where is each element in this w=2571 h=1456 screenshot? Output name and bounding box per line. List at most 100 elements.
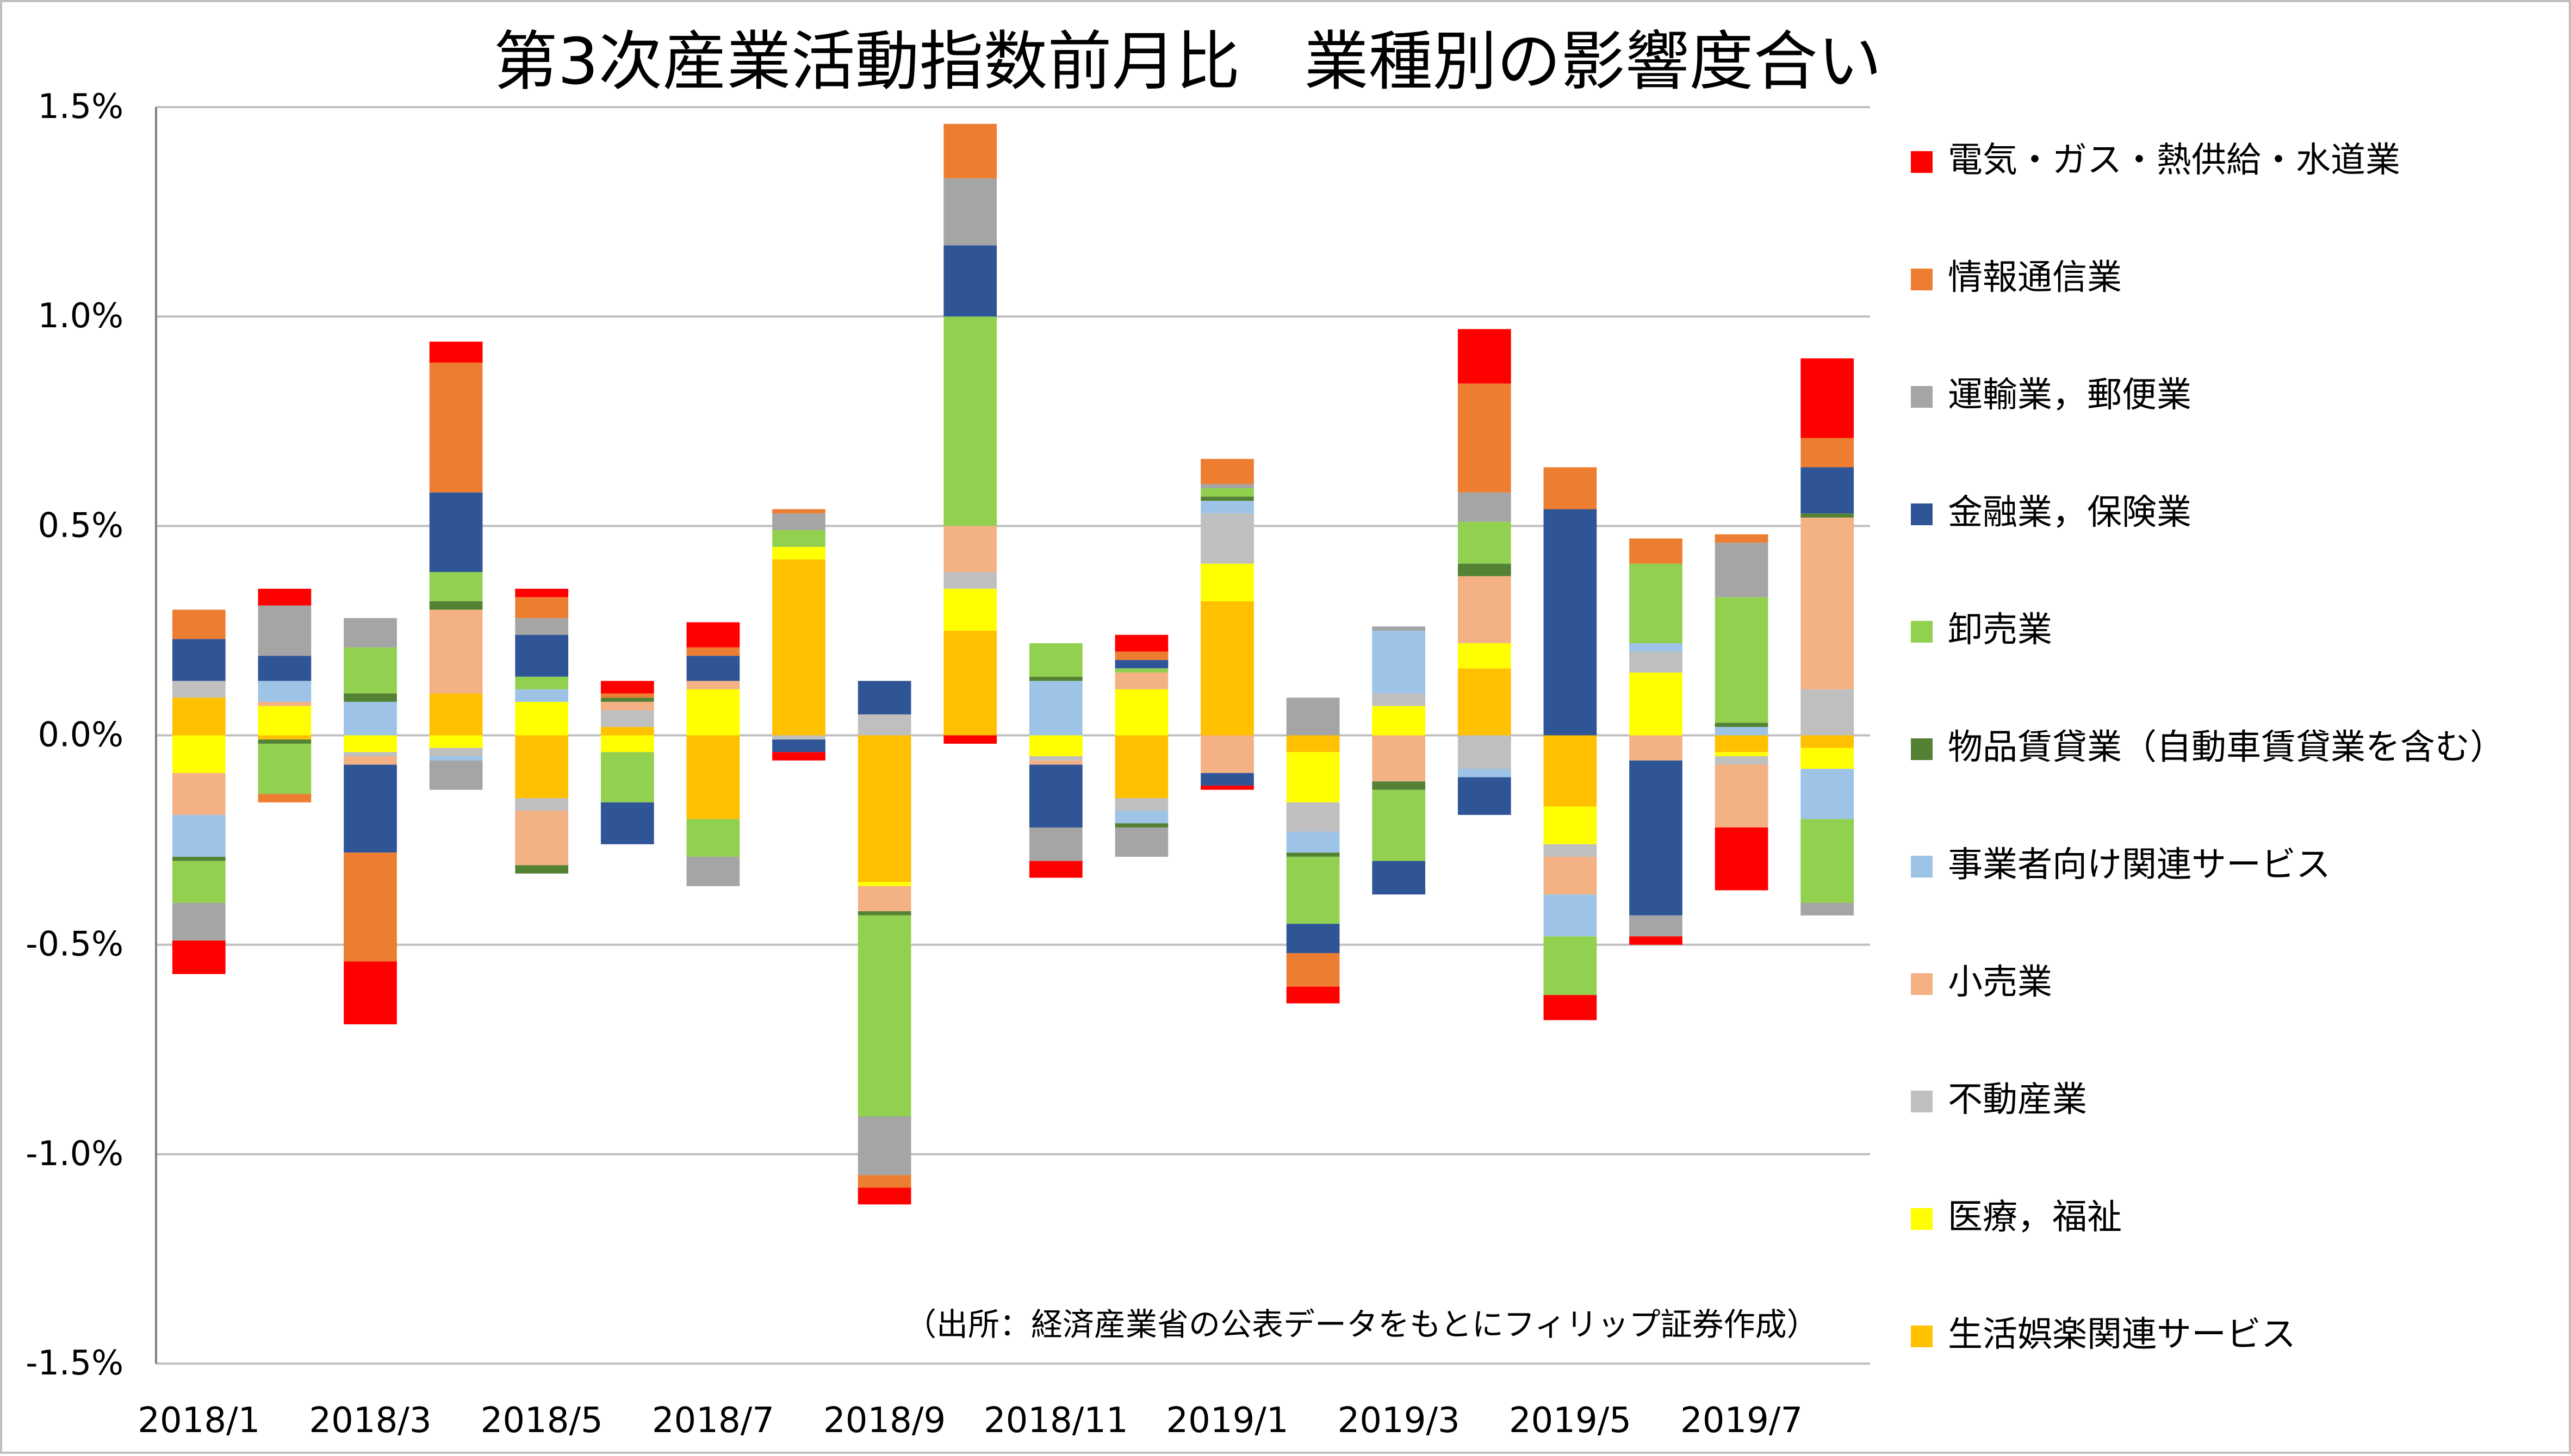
bar-segment bbox=[1286, 831, 1340, 853]
legend-swatch bbox=[1911, 856, 1933, 878]
legend-label: 小売業 bbox=[1948, 962, 2052, 1003]
bar-segment bbox=[515, 588, 569, 598]
bar-segment bbox=[1457, 769, 1511, 777]
bar-segment bbox=[686, 856, 740, 886]
bar-segment bbox=[1800, 358, 1854, 438]
bar-segment bbox=[172, 639, 226, 681]
bar-segment bbox=[1286, 698, 1340, 736]
bar-segment bbox=[858, 735, 911, 882]
bar-segment bbox=[1372, 735, 1426, 782]
y-tick-label: 0.0% bbox=[38, 715, 123, 755]
legend-swatch bbox=[1911, 1091, 1933, 1112]
bar-segment bbox=[172, 856, 226, 861]
bar-segment bbox=[258, 794, 312, 802]
bar-segment bbox=[258, 735, 312, 740]
bar-segment bbox=[429, 609, 483, 694]
legend-label: 医療，福祉 bbox=[1948, 1197, 2122, 1237]
bar-segment bbox=[1543, 735, 1597, 807]
bar-segment bbox=[258, 701, 312, 706]
bar-segment bbox=[1629, 672, 1682, 736]
bars-group bbox=[172, 123, 1854, 1205]
bar-segment bbox=[1115, 634, 1169, 652]
x-tick-label: 2019/7 bbox=[1680, 1401, 1803, 1441]
bar-segment bbox=[1543, 509, 1597, 736]
bar-segment bbox=[1543, 894, 1597, 937]
bar-segment bbox=[1201, 501, 1254, 514]
bar-segment bbox=[858, 714, 911, 736]
bar-segment bbox=[1029, 756, 1083, 761]
bar-segment bbox=[1286, 953, 1340, 987]
bar-segment bbox=[1201, 488, 1254, 497]
legend-swatch bbox=[1911, 621, 1933, 643]
y-tick-label: 0.5% bbox=[38, 505, 123, 545]
y-tick-label: -1.5% bbox=[26, 1343, 123, 1383]
bar-segment bbox=[1286, 752, 1340, 802]
bar-segment bbox=[600, 693, 654, 698]
legend-label: 不動産業 bbox=[1948, 1080, 2087, 1120]
bar-segment bbox=[258, 656, 312, 681]
bar-segment bbox=[858, 915, 911, 1117]
bar-segment bbox=[1201, 496, 1254, 501]
bar-segment bbox=[1457, 383, 1511, 493]
bar-segment bbox=[1115, 672, 1169, 689]
bar-segment bbox=[1372, 630, 1426, 694]
x-tick-label: 2018/1 bbox=[138, 1401, 260, 1441]
bar-segment bbox=[344, 693, 397, 702]
bar-segment bbox=[1715, 543, 1768, 598]
bar-segment bbox=[1201, 513, 1254, 564]
bar-segment bbox=[515, 676, 569, 689]
bar-segment bbox=[1029, 760, 1083, 765]
bar-segment bbox=[1800, 748, 1854, 769]
bar-segment bbox=[858, 886, 911, 912]
x-tick-label: 2018/3 bbox=[309, 1401, 431, 1441]
bar-segment bbox=[858, 1175, 911, 1188]
bar-segment bbox=[1457, 576, 1511, 644]
legend-swatch bbox=[1911, 1208, 1933, 1230]
bar-segment bbox=[1029, 735, 1083, 757]
bar-segment bbox=[1201, 735, 1254, 773]
bar-segment bbox=[686, 622, 740, 648]
bar-segment bbox=[858, 911, 911, 916]
bar-segment bbox=[1201, 484, 1254, 489]
x-tick-label: 2019/5 bbox=[1509, 1401, 1631, 1441]
chart-title: 第3次産業活動指数前月比 業種別の影響度合い bbox=[493, 24, 1881, 99]
bar-segment bbox=[1629, 563, 1682, 644]
bar-segment bbox=[1800, 819, 1854, 903]
bar-segment bbox=[258, 743, 312, 794]
bar-segment bbox=[1543, 995, 1597, 1021]
bar-segment bbox=[344, 701, 397, 736]
bar-segment bbox=[1372, 781, 1426, 790]
legend-swatch bbox=[1911, 738, 1933, 760]
bar-segment bbox=[515, 597, 569, 618]
bar-segment bbox=[429, 601, 483, 610]
bar-segment bbox=[943, 245, 997, 317]
bar-segment bbox=[858, 1187, 911, 1205]
bar-segment bbox=[429, 341, 483, 363]
x-tick-labels: 2018/1 2018/3 2018/5 2018/7 2018/9 2018/11 201… bbox=[138, 1401, 1803, 1441]
bar-segment bbox=[344, 735, 397, 752]
bar-segment bbox=[429, 492, 483, 573]
bar-segment bbox=[172, 681, 226, 698]
bar-segment bbox=[515, 811, 569, 866]
bar-segment bbox=[429, 756, 483, 761]
bar-segment bbox=[1715, 752, 1768, 757]
bar-segment bbox=[1457, 492, 1511, 522]
bar-segment bbox=[1715, 764, 1768, 827]
bar-segment bbox=[1715, 723, 1768, 727]
bar-segment bbox=[1286, 924, 1340, 954]
bar-segment bbox=[1800, 438, 1854, 468]
bar-segment bbox=[1800, 517, 1854, 689]
bar-segment bbox=[600, 710, 654, 727]
y-tick-label: 1.0% bbox=[38, 296, 123, 335]
bar-segment bbox=[344, 961, 397, 1025]
bar-segment bbox=[858, 882, 911, 886]
bar-segment bbox=[1029, 676, 1083, 681]
y-tick-label: -1.0% bbox=[26, 1134, 123, 1173]
bar-segment bbox=[172, 609, 226, 639]
bar-segment bbox=[772, 739, 825, 752]
bar-segment bbox=[1715, 827, 1768, 891]
bar-segment bbox=[1457, 735, 1511, 769]
bar-segment bbox=[1457, 563, 1511, 576]
bar-segment bbox=[515, 701, 569, 736]
legend-swatch bbox=[1911, 503, 1933, 525]
